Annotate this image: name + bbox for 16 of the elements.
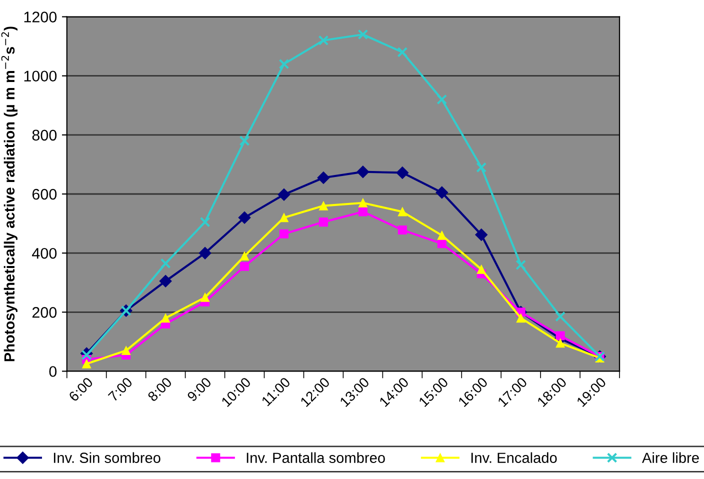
- y-tick-label: 600: [32, 188, 57, 200]
- legend-label: Inv. Sin sombreo: [54, 452, 160, 463]
- x-tick-label: 9:00: [186, 376, 212, 402]
- y-tick-label: 0: [49, 366, 57, 377]
- x-tick-label: 6:00: [68, 376, 94, 402]
- legend-label: Inv. Pantalla sombreo: [246, 452, 385, 463]
- y-tick-label: 1000: [24, 70, 57, 82]
- y-tick-label: 1200: [24, 12, 57, 22]
- y-tick-label: 400: [32, 248, 57, 259]
- legend-label: Inv. Encalado: [471, 452, 557, 463]
- x-tick-label: 7:00: [108, 376, 133, 402]
- y-axis-title: Photosynthetically active radiation (µ m m$^{−2}$s$^{−2}$): [1, 26, 18, 362]
- y-tick-label: 800: [32, 130, 57, 141]
- x-tick-label: 8:00: [147, 376, 172, 402]
- y-tick-label: 200: [32, 307, 57, 318]
- legend-label: Aire libre: [642, 452, 699, 463]
